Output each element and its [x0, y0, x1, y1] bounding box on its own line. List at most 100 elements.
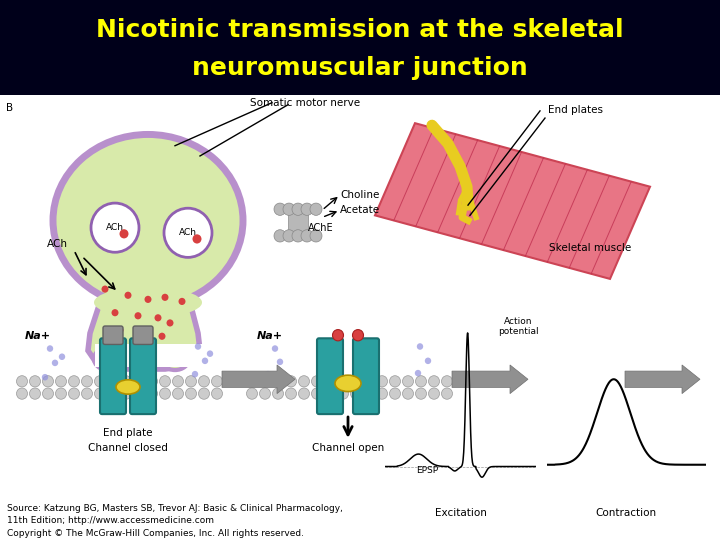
Circle shape	[246, 388, 258, 399]
Circle shape	[299, 376, 310, 387]
Circle shape	[259, 376, 271, 387]
Text: Skeletal muscle: Skeletal muscle	[549, 243, 631, 253]
Circle shape	[292, 203, 304, 215]
Circle shape	[353, 329, 364, 341]
Circle shape	[338, 376, 348, 387]
Circle shape	[259, 388, 271, 399]
Circle shape	[207, 350, 213, 357]
Circle shape	[415, 388, 426, 399]
Circle shape	[364, 388, 374, 399]
Text: Na+: Na+	[257, 331, 283, 341]
Circle shape	[274, 203, 286, 215]
Text: End plate: End plate	[103, 428, 153, 438]
Circle shape	[212, 388, 222, 399]
Circle shape	[199, 388, 210, 399]
Circle shape	[428, 376, 439, 387]
Circle shape	[195, 343, 201, 350]
Text: ACh: ACh	[106, 223, 124, 232]
Circle shape	[338, 388, 348, 399]
Text: Acetate: Acetate	[340, 205, 380, 215]
Circle shape	[199, 376, 210, 387]
Circle shape	[390, 376, 400, 387]
Circle shape	[325, 376, 336, 387]
Polygon shape	[88, 302, 200, 369]
Circle shape	[81, 376, 92, 387]
FancyBboxPatch shape	[103, 326, 123, 345]
Circle shape	[274, 230, 286, 242]
Circle shape	[55, 376, 66, 387]
Ellipse shape	[116, 380, 140, 394]
Text: Source: Katzung BG, Masters SB, Trevor AJ: Basic & Clinical Pharmacology,
11th E: Source: Katzung BG, Masters SB, Trevor A…	[7, 504, 343, 538]
Circle shape	[283, 230, 295, 242]
Circle shape	[272, 345, 278, 352]
Circle shape	[286, 376, 297, 387]
Text: Channel open: Channel open	[312, 443, 384, 453]
Bar	[288, 209, 308, 232]
Circle shape	[312, 376, 323, 387]
Circle shape	[186, 388, 197, 399]
Circle shape	[173, 376, 184, 387]
Circle shape	[155, 314, 161, 321]
Circle shape	[301, 230, 313, 242]
Circle shape	[202, 357, 208, 364]
FancyBboxPatch shape	[353, 338, 379, 414]
Circle shape	[351, 388, 361, 399]
Text: Excitation: Excitation	[435, 508, 487, 518]
Circle shape	[142, 329, 148, 337]
Bar	[0, 94, 720, 502]
Bar	[0, 502, 720, 540]
Circle shape	[120, 388, 132, 399]
Ellipse shape	[335, 375, 361, 391]
Circle shape	[301, 203, 313, 215]
Circle shape	[120, 376, 132, 387]
Circle shape	[292, 230, 304, 242]
Text: EPSP: EPSP	[416, 466, 438, 475]
FancyBboxPatch shape	[100, 338, 126, 414]
Circle shape	[120, 229, 128, 239]
Polygon shape	[375, 123, 650, 279]
Circle shape	[112, 309, 119, 316]
Circle shape	[158, 333, 166, 340]
Circle shape	[325, 388, 336, 399]
Circle shape	[441, 388, 452, 399]
Circle shape	[402, 376, 413, 387]
Circle shape	[364, 376, 374, 387]
Text: Channel closed: Channel closed	[88, 443, 168, 453]
Circle shape	[415, 376, 426, 387]
Circle shape	[312, 388, 323, 399]
Circle shape	[68, 388, 79, 399]
Circle shape	[133, 376, 145, 387]
Circle shape	[192, 234, 202, 244]
Bar	[0, 0, 720, 94]
Circle shape	[17, 388, 27, 399]
Circle shape	[272, 376, 284, 387]
Circle shape	[377, 376, 387, 387]
Circle shape	[47, 345, 53, 352]
Circle shape	[164, 208, 212, 258]
Circle shape	[402, 388, 413, 399]
Circle shape	[145, 296, 151, 303]
Circle shape	[283, 203, 295, 215]
Circle shape	[102, 286, 109, 293]
Circle shape	[68, 376, 79, 387]
Circle shape	[173, 388, 184, 399]
Circle shape	[42, 374, 48, 381]
Circle shape	[160, 376, 171, 387]
Ellipse shape	[161, 348, 189, 370]
Ellipse shape	[94, 348, 122, 370]
Circle shape	[333, 329, 343, 341]
Text: Somatic motor nerve: Somatic motor nerve	[250, 98, 360, 107]
Circle shape	[91, 203, 139, 252]
Circle shape	[415, 370, 421, 376]
Text: End plates: End plates	[548, 105, 603, 114]
Polygon shape	[625, 365, 700, 394]
Circle shape	[107, 376, 119, 387]
Circle shape	[428, 388, 439, 399]
Circle shape	[310, 230, 322, 242]
FancyBboxPatch shape	[130, 338, 156, 414]
FancyBboxPatch shape	[317, 338, 343, 414]
Text: AChE: AChE	[308, 222, 333, 233]
Circle shape	[441, 376, 452, 387]
Circle shape	[125, 292, 132, 299]
Circle shape	[276, 359, 283, 365]
